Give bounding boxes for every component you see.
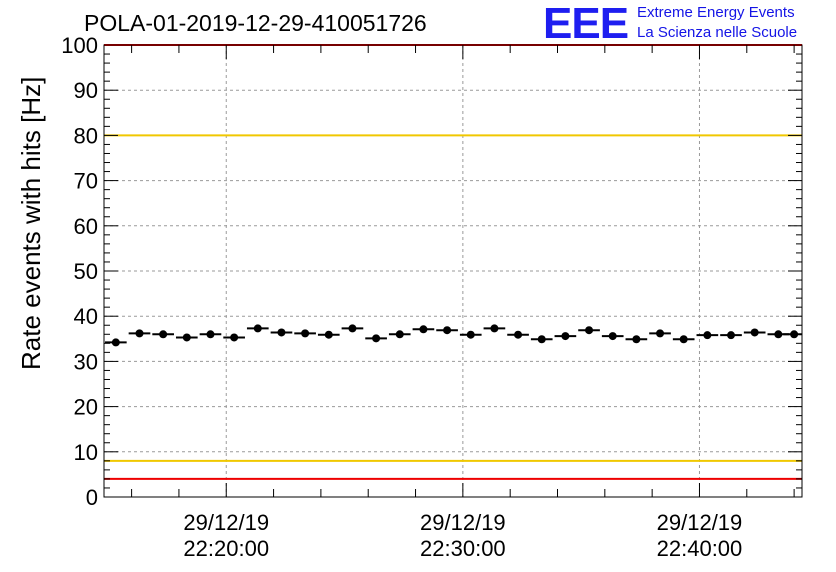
data-point <box>372 334 381 343</box>
data-point <box>301 329 310 338</box>
data-point <box>727 331 736 340</box>
y-tick-label: 50 <box>74 259 98 284</box>
y-tick-label: 80 <box>74 123 98 148</box>
y-tick-label: 90 <box>74 78 98 103</box>
y-tick-label: 100 <box>61 33 98 58</box>
x-tick-time-label: 22:30:00 <box>420 536 506 561</box>
data-point <box>514 330 523 339</box>
data-point <box>608 332 617 341</box>
eee-logo: EEE <box>543 0 629 48</box>
data-point <box>324 330 333 339</box>
data-point <box>537 335 546 344</box>
y-tick-label: 10 <box>74 440 98 465</box>
x-tick-date-label: 29/12/19 <box>657 510 743 535</box>
x-tick-date-label: 29/12/19 <box>183 510 269 535</box>
data-point <box>443 326 452 335</box>
data-point <box>253 324 262 333</box>
logo-line-1: Extreme Energy Events <box>637 4 795 21</box>
data-point <box>774 330 783 339</box>
data-point <box>182 333 191 342</box>
data-point <box>585 326 594 335</box>
logo-text: Extreme Energy Events La Scienza nelle S… <box>637 3 797 43</box>
data-point <box>395 330 404 339</box>
logo-line-2: La Scienza nelle Scuole <box>637 24 798 41</box>
data-point <box>561 332 570 341</box>
x-tick-date-label: 29/12/19 <box>420 510 506 535</box>
y-tick-label: 20 <box>74 395 98 420</box>
y-tick-label: 40 <box>74 304 98 329</box>
data-point <box>135 329 144 338</box>
x-tick-time-label: 22:40:00 <box>657 536 743 561</box>
data-point <box>348 324 357 333</box>
y-tick-label: 30 <box>74 349 98 374</box>
y-tick-label: 60 <box>74 214 98 239</box>
data-point <box>206 330 215 339</box>
chart-title: POLA-01-2019-12-29-410051726 <box>84 10 427 36</box>
y-tick-label: 0 <box>86 485 98 510</box>
y-axis-label: Rate events with hits [Hz] <box>16 76 46 370</box>
data-point <box>419 325 428 334</box>
y-tick-label: 70 <box>74 169 98 194</box>
data-point <box>490 324 499 333</box>
data-point <box>111 338 120 347</box>
data-point <box>466 330 475 339</box>
data-point <box>679 335 688 344</box>
data-point <box>277 328 286 337</box>
x-tick-time-label: 22:20:00 <box>183 536 269 561</box>
data-point <box>159 330 168 339</box>
data-point <box>703 331 712 340</box>
data-point <box>656 329 665 338</box>
data-point <box>790 330 799 339</box>
data-point <box>230 333 239 342</box>
data-point <box>632 335 641 344</box>
data-point <box>750 328 759 337</box>
